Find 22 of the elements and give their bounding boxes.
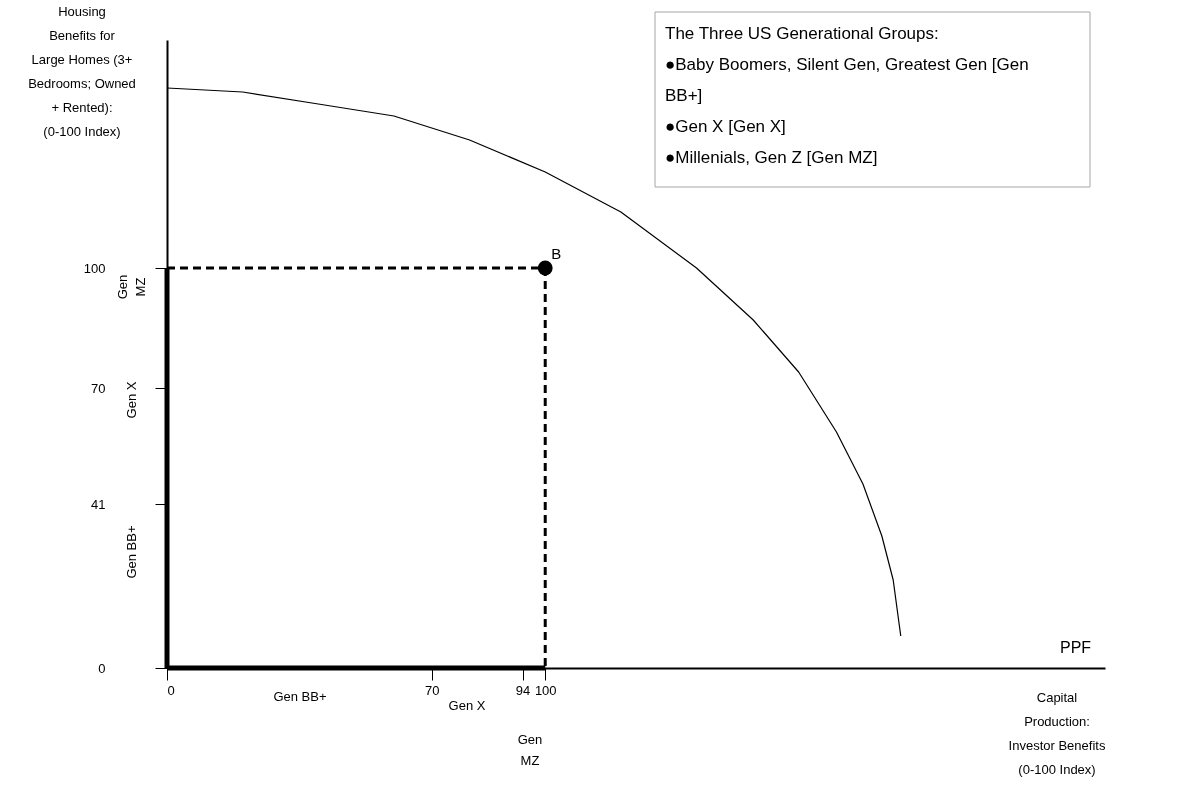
y-tick-label: 70 (91, 380, 106, 396)
annotation: B (551, 245, 562, 262)
text: Gen X (448, 698, 486, 713)
x-tick-label: 94 (515, 682, 531, 698)
annotation: ●Millenials, Gen Z [Gen MZ] (665, 148, 878, 167)
x-tick-label: 100 (534, 682, 557, 698)
annotation: ●Gen X [Gen X] (665, 117, 786, 136)
y-axis-title: Housing Benefits for Large Homes (3+ Bedrooms; Owned + Rented): (0-100 Index) (28, 4, 136, 139)
y-tick-label: 100 (83, 260, 106, 276)
annotation: PPF (1060, 639, 1092, 656)
y-tick-label: 0 (98, 660, 106, 676)
annotation: ●Baby Boomers, Silent Gen, Greatest Gen [Gen BB+] (665, 55, 1029, 105)
y-tick-label: 41 (91, 496, 106, 512)
text: Gen BB+ (273, 689, 327, 704)
text: Gen MZ (517, 732, 543, 768)
x-tick-label: 70 (425, 682, 440, 698)
text: Gen X (124, 381, 139, 419)
x-axis-title: Capital Production: Investor Benefits (0-100 Index) (1008, 690, 1106, 777)
annotation: The Three US Generational Groups: (665, 24, 939, 43)
text: Gen BB+ (124, 525, 139, 579)
x-tick-label: 0 (167, 682, 175, 698)
text: Gen MZ (115, 274, 148, 300)
